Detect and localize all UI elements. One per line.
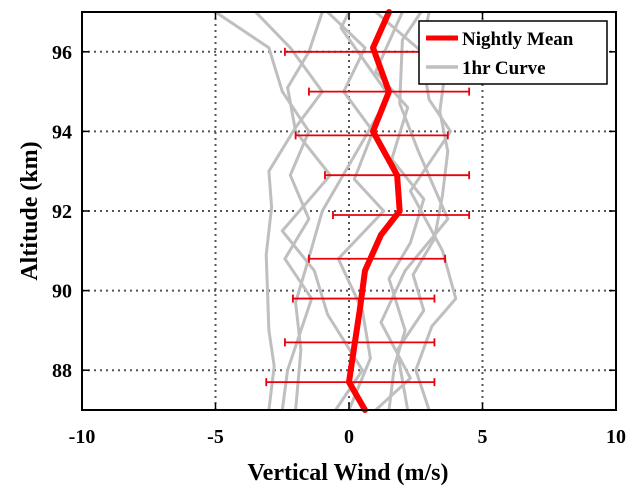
x-tick-label: 5 (478, 426, 488, 448)
legend-curve-label: 1hr Curve (462, 58, 546, 79)
nightly-mean-line (346, 9, 403, 413)
x-axis-title: Vertical Wind (m/s) (248, 460, 449, 486)
x-tick-label: -5 (207, 426, 224, 448)
legend: Nightly Mean 1hr Curve (418, 20, 608, 85)
x-tick-label: -10 (69, 426, 96, 448)
nightly-mean-series (346, 9, 403, 413)
y-tick-label: 94 (52, 121, 72, 143)
y-tick-label: 88 (52, 360, 72, 382)
hourly-curve-line (294, 11, 391, 411)
hourly-curve-line (326, 10, 386, 411)
y-tick-label: 92 (52, 201, 72, 223)
hourly-curve-line (254, 10, 324, 411)
legend-box (418, 20, 608, 85)
legend-mean-label: Nightly Mean (462, 29, 574, 50)
axis-ticks: -10 -5 0 5 10 88 90 92 94 96 (52, 12, 626, 448)
y-tick-label: 96 (52, 42, 72, 64)
y-axis-title: Altitude (km) (17, 141, 43, 280)
x-tick-label: 10 (606, 426, 626, 448)
x-tick-label: 0 (344, 426, 354, 448)
y-tick-label: 90 (52, 281, 72, 303)
hourly-curve-line (374, 11, 450, 412)
